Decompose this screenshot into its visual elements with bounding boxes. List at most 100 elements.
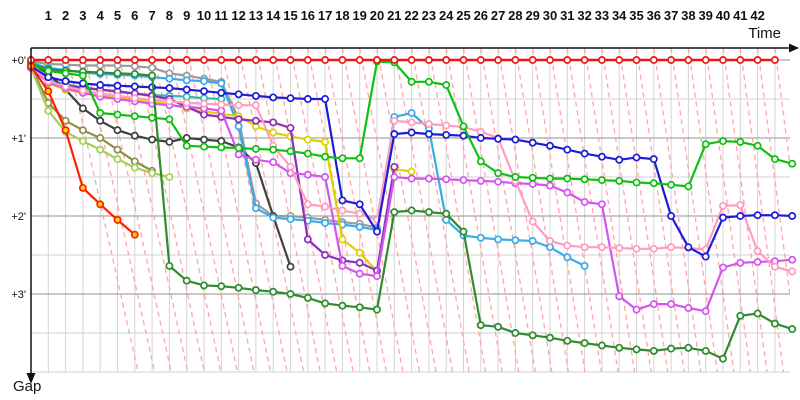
x-tick-label: 12 <box>231 8 245 23</box>
series-pink-marker <box>390 116 399 125</box>
x-tick-label: 27 <box>491 8 505 23</box>
series-leader-red-marker <box>597 56 606 64</box>
y-axis-arrow-icon <box>26 373 36 384</box>
series-light-blue-marker <box>165 74 174 83</box>
series-magenta-marker <box>701 307 710 316</box>
series-leader-red-marker <box>442 56 451 64</box>
series-black-marker <box>182 134 191 142</box>
series-black-marker <box>113 126 122 135</box>
series-dark-green-marker <box>96 68 105 77</box>
lapped-guide-line <box>653 48 702 372</box>
series-navy-blue-marker <box>563 145 572 154</box>
series-leader-red-marker <box>217 56 226 64</box>
series-green-marker <box>130 112 139 121</box>
series-leader-red-marker <box>234 56 243 64</box>
series-yellow-green-marker <box>165 173 174 181</box>
series-pink-marker <box>563 241 572 250</box>
series-green-marker <box>788 159 797 168</box>
x-tick-label: 36 <box>647 8 661 23</box>
series-magenta-marker <box>373 272 381 281</box>
series-magenta-marker <box>719 263 727 272</box>
series-magenta-marker <box>424 174 433 183</box>
x-tick-label: 39 <box>698 8 712 23</box>
series-leader-red-marker <box>580 56 589 64</box>
x-tick-label: 13 <box>249 8 263 23</box>
series-purple-marker <box>286 123 295 132</box>
series-pink-marker <box>182 98 191 107</box>
series-navy-blue-marker <box>719 213 727 222</box>
x-tick-label: 8 <box>166 8 173 23</box>
series-leader-red-marker <box>528 56 537 64</box>
series-leader-red-marker <box>286 56 295 64</box>
series-green-marker <box>96 109 105 117</box>
series-magenta-marker <box>476 176 485 185</box>
series-dark-green-marker <box>528 331 537 340</box>
x-tick-label: 38 <box>681 8 695 23</box>
series-magenta-marker <box>269 158 278 167</box>
series-pink-marker <box>286 162 295 171</box>
series-yellow-green-marker <box>148 169 157 178</box>
lapped-guide-line <box>687 48 735 372</box>
series-navy-blue-marker <box>407 128 416 137</box>
series-green-marker <box>649 179 658 188</box>
series-pink-marker <box>355 209 364 218</box>
series-magenta <box>27 63 797 316</box>
series-pink-marker <box>736 201 745 210</box>
series-pink-marker <box>234 101 243 110</box>
series-yellow-green-marker <box>44 106 53 115</box>
series-leader-red-marker <box>165 56 174 64</box>
series-dark-green-marker <box>321 299 330 308</box>
series-green-marker <box>355 154 364 163</box>
series-pink-marker <box>338 206 347 215</box>
series-pink-marker <box>321 202 330 211</box>
series-olive-marker <box>96 134 105 142</box>
lapped-guide-line <box>203 48 272 372</box>
series-navy-blue-marker <box>649 155 658 164</box>
series-leader-red-marker <box>684 56 693 64</box>
series-pink-marker <box>96 89 105 98</box>
series-red-dnf-marker <box>78 183 87 192</box>
series-red-dnf-marker <box>96 200 105 209</box>
series-purple-marker <box>303 235 312 244</box>
series-red-dnf-marker <box>130 230 139 239</box>
series-light-blue-marker <box>286 215 295 224</box>
lapped-guide-line <box>341 48 404 372</box>
series-yellow-green-marker <box>78 137 87 146</box>
series-green-marker <box>234 144 243 153</box>
series-leader-red-marker <box>96 56 105 64</box>
lapped-guide-line <box>272 48 338 372</box>
series-light-blue-marker <box>269 213 278 222</box>
series-dark-green-marker <box>632 345 641 354</box>
series-green-marker <box>632 178 641 187</box>
series-light-blue-marker <box>528 237 537 245</box>
series-leader-red-marker <box>719 56 727 64</box>
series-leader-red-marker <box>424 56 433 64</box>
lapped-guide-line <box>705 48 752 372</box>
series-leader-red-marker <box>61 56 70 64</box>
lapped-guide-line <box>549 48 603 372</box>
series-black-marker <box>286 262 295 271</box>
y-tick-label: +2' <box>11 211 26 223</box>
series-light-blue-marker <box>442 215 451 224</box>
series-green-marker <box>701 140 710 149</box>
series-black-marker <box>78 104 87 113</box>
series-yellow-marker <box>269 128 278 137</box>
series-green <box>27 57 797 191</box>
series-navy-blue-marker <box>61 77 70 86</box>
series-light-blue-marker <box>476 233 485 242</box>
series-dark-green-marker <box>788 325 797 334</box>
series-black-marker <box>217 137 226 146</box>
lapped-guide-line <box>532 48 586 372</box>
series-dark-green-marker <box>234 283 243 292</box>
x-tick-label: 11 <box>214 8 228 23</box>
series-magenta-marker <box>615 292 624 301</box>
series-navy-blue-marker <box>269 93 278 102</box>
series-magenta-marker <box>580 198 589 206</box>
x-tick-label: 40 <box>716 8 730 23</box>
series-light-blue-marker <box>234 122 243 131</box>
series-navy-blue-marker <box>286 94 295 103</box>
series-green-marker <box>719 137 727 146</box>
series-olive-marker <box>130 157 139 166</box>
series-dark-green-marker <box>494 322 503 331</box>
